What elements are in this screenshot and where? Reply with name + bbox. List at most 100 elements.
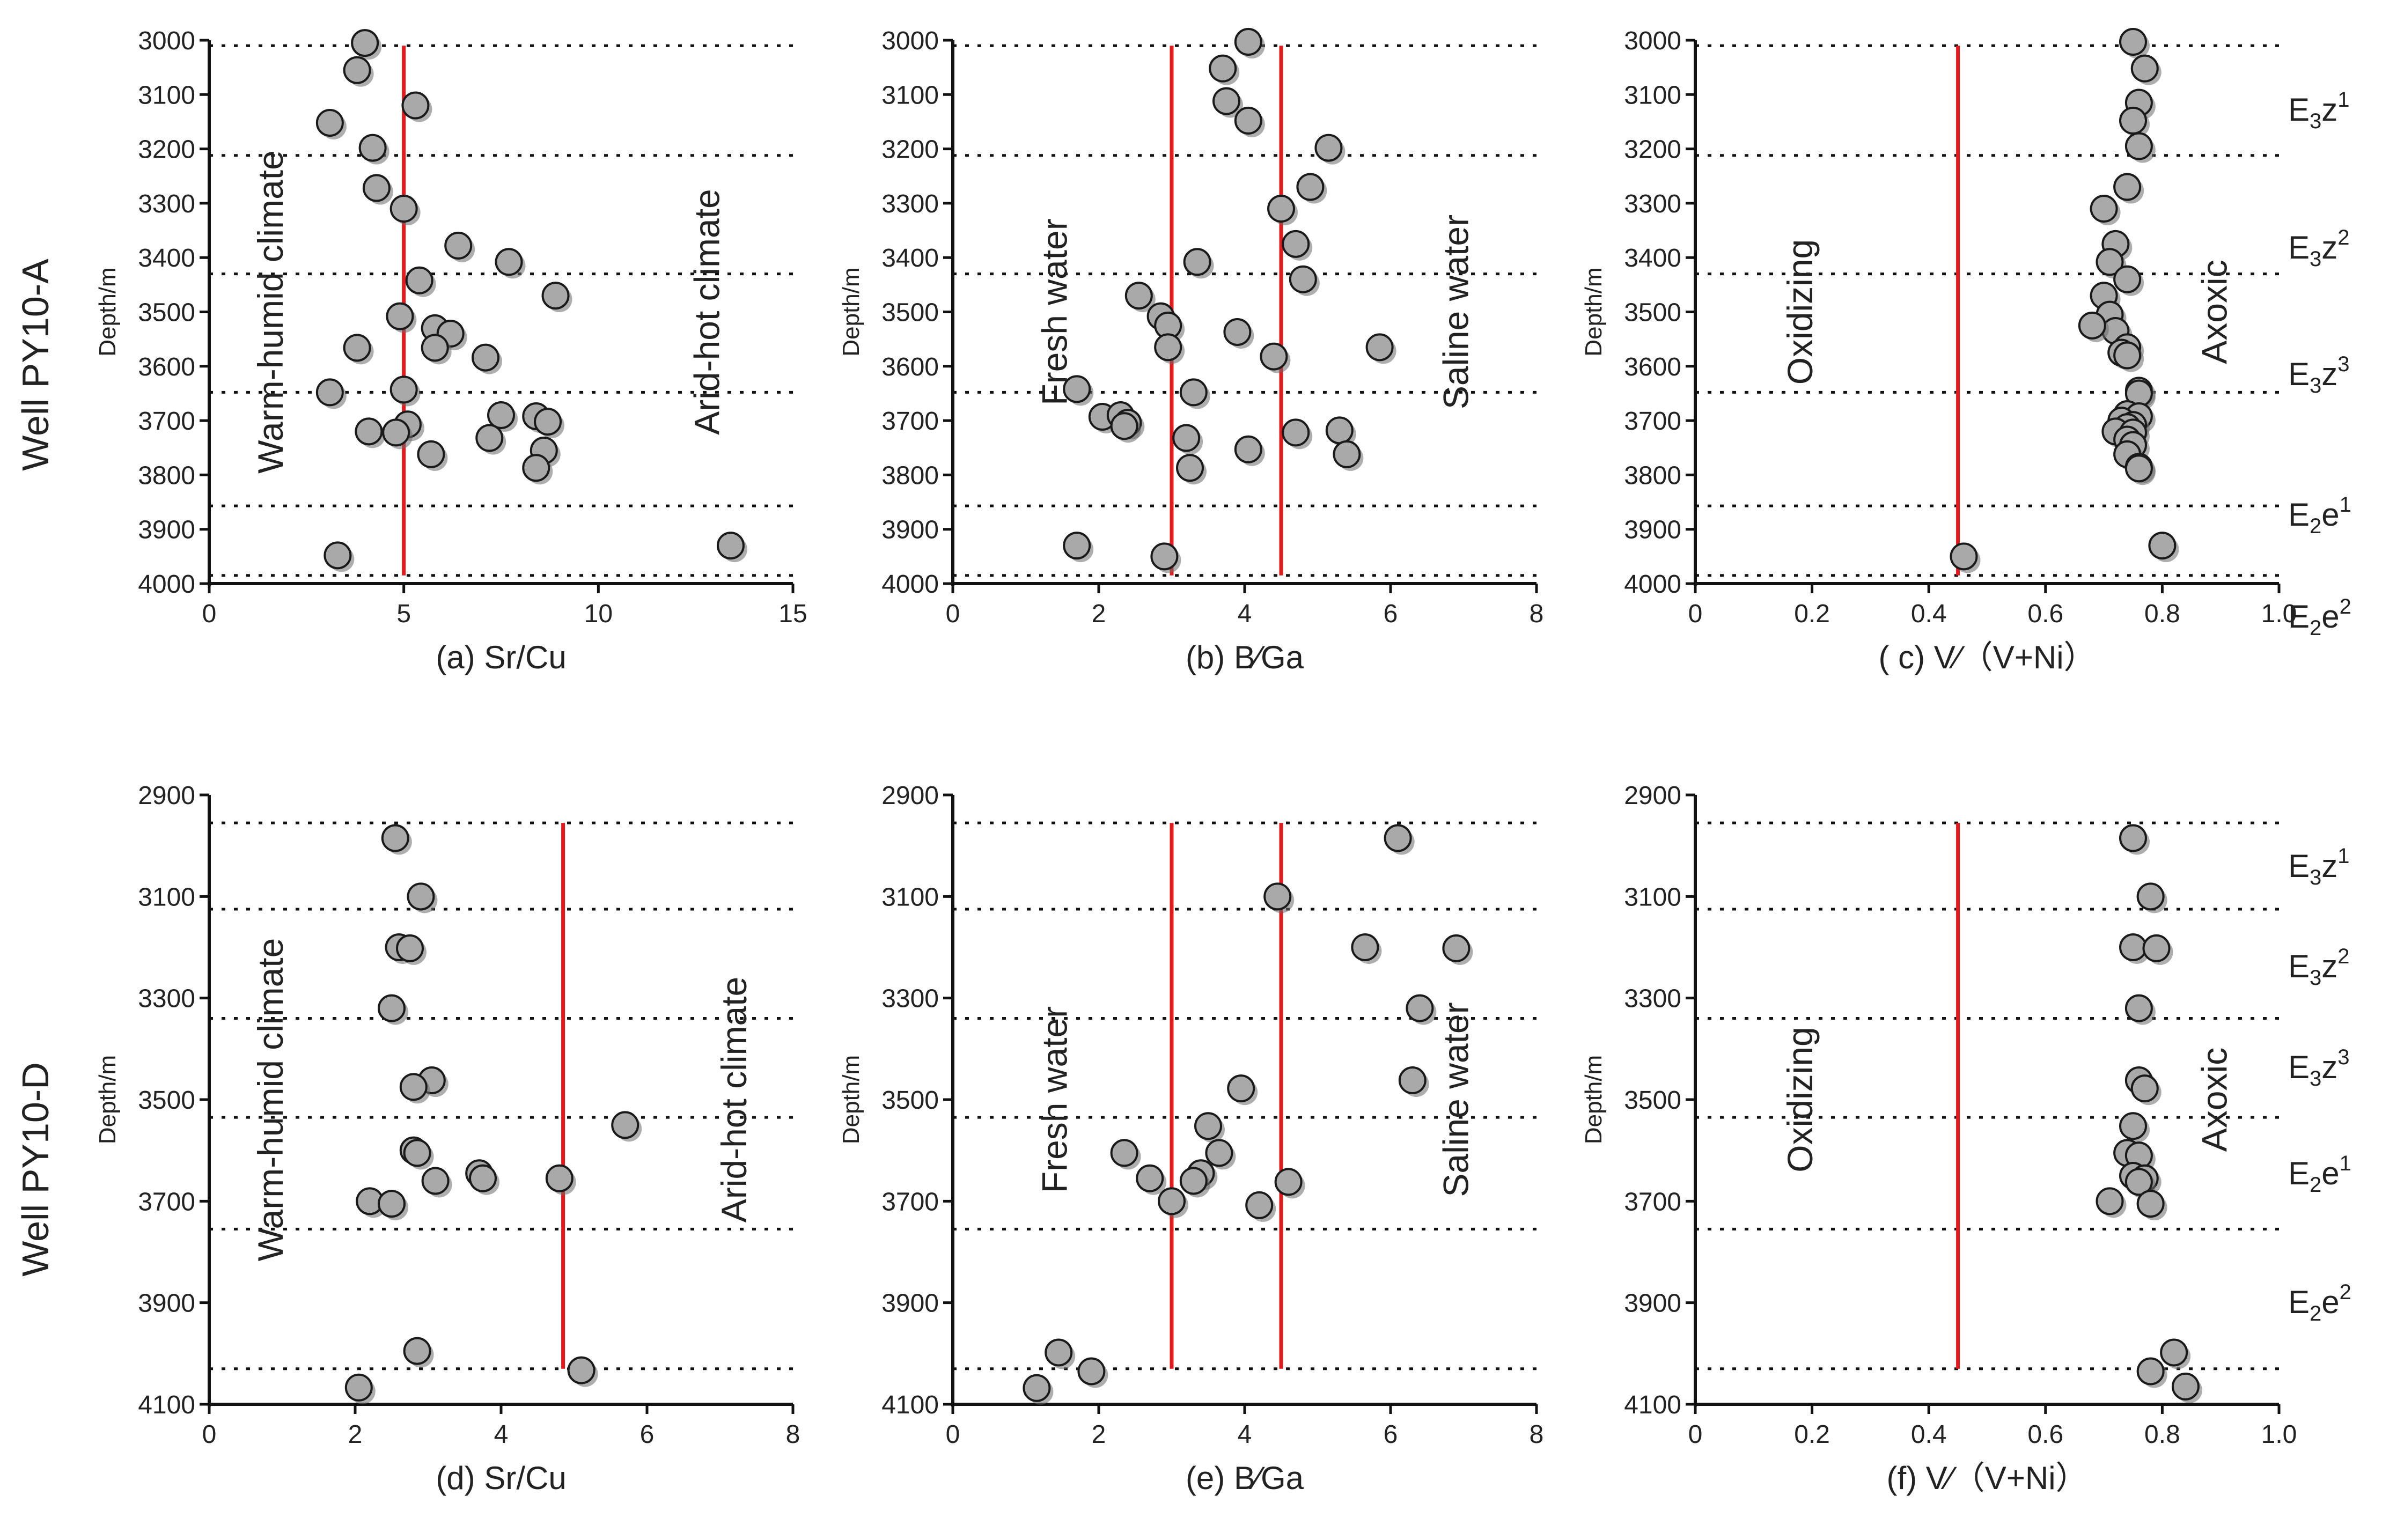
y-tick-label-d-4: 3700	[138, 1188, 195, 1216]
point-c-13	[2078, 311, 2106, 340]
region-label-right-d: Arid-hot climate	[714, 977, 754, 1223]
point-f-1	[2136, 882, 2165, 911]
point-c-4	[2124, 132, 2153, 160]
panel-b: 3000 3100 3200 3300 3400 3500 3600 3700 3800 3900…	[838, 27, 1543, 675]
strata-label-1-1: E3z2	[2288, 945, 2350, 990]
y-tick-label-a-5: 3500	[138, 299, 195, 327]
point-a-16	[471, 343, 499, 372]
point-b-0	[1234, 28, 1262, 56]
y-tick-label-b-5: 3500	[881, 299, 939, 327]
x-tick-label-e-0: 0	[946, 1420, 960, 1449]
point-b-13	[1223, 318, 1252, 346]
point-b-15	[1365, 333, 1394, 362]
x-tick-label-c-2: 0.4	[1911, 600, 1947, 628]
y-tick-label-c-2: 3200	[1624, 136, 1681, 164]
well-label-top: Well PY10-A	[14, 259, 56, 471]
y-tick-label-f-0: 2900	[1624, 782, 1681, 810]
point-f-6	[2130, 1074, 2159, 1103]
point-b-17	[1179, 378, 1208, 407]
y-tick-label-e-6: 4100	[881, 1391, 939, 1419]
point-c-8	[2096, 248, 2124, 276]
point-f-4	[2124, 994, 2153, 1022]
x-tick-label-a-0: 0	[202, 600, 217, 628]
x-tick-label-f-1: 0.2	[1794, 1420, 1830, 1449]
strata-label-0-1: E3z2	[2288, 226, 2350, 271]
x-tick-label-d-4: 8	[786, 1420, 800, 1449]
point-a-23	[355, 417, 383, 446]
y-tick-label-b-3: 3300	[881, 190, 939, 218]
y-tick-label-a-7: 3700	[138, 407, 195, 436]
x-tick-label-c-1: 0.2	[1794, 600, 1830, 628]
strata-label-1-0: E3z1	[2288, 844, 2350, 889]
point-b-16	[1260, 342, 1288, 371]
point-a-9	[405, 266, 433, 294]
x-tick-label-f-0: 0	[1688, 1420, 1703, 1449]
x-axis-label-d: (d) Sr/Cu	[436, 1460, 566, 1496]
point-d-18	[344, 1373, 373, 1402]
point-b-23	[1325, 416, 1354, 445]
y-tick-label-e-4: 3700	[881, 1188, 939, 1216]
point-b-5	[1296, 173, 1325, 201]
x-tick-label-a-2: 10	[584, 600, 613, 628]
point-f-15	[2160, 1338, 2188, 1367]
y-tick-label-a-3: 3300	[138, 190, 195, 218]
point-e-18	[1023, 1374, 1051, 1402]
region-label-right-f: Axoxic	[2194, 1048, 2234, 1152]
point-a-2	[401, 91, 430, 120]
y-tick-label-c-10: 4000	[1624, 570, 1681, 599]
y-tick-label-c-4: 3400	[1624, 244, 1681, 272]
strata-label-1-3: E2e1	[2288, 1152, 2351, 1197]
point-f-2	[2119, 933, 2147, 961]
y-tick-label-b-7: 3700	[881, 407, 939, 436]
y-tick-label-a-6: 3600	[138, 353, 195, 381]
point-b-7	[1282, 230, 1310, 258]
point-a-29	[324, 541, 352, 570]
panel-c: 3000 3100 3200 3300 3400 3500 3600 3700 3800 3900…	[1580, 27, 2297, 675]
point-d-9	[403, 1139, 431, 1167]
point-b-24	[1282, 418, 1310, 447]
x-axis-label-e: (e) B∕Ga	[1186, 1460, 1304, 1496]
point-a-5	[362, 174, 391, 202]
y-tick-label-f-5: 3900	[1624, 1290, 1681, 1318]
point-f-0	[2119, 824, 2147, 852]
y-tick-label-f-4: 3700	[1624, 1188, 1681, 1216]
x-tick-label-f-5: 1.0	[2261, 1420, 2297, 1449]
y-tick-label-e-5: 3900	[881, 1290, 939, 1318]
y-tick-label-b-0: 3000	[881, 27, 939, 55]
point-c-16	[2113, 341, 2142, 370]
y-tick-label-f-1: 3100	[1624, 883, 1681, 911]
y-tick-label-f-3: 3500	[1624, 1086, 1681, 1115]
point-b-28	[1176, 454, 1204, 482]
point-e-3	[1442, 934, 1471, 962]
point-b-29	[1063, 532, 1091, 560]
point-e-1	[1263, 882, 1292, 911]
point-a-21	[534, 408, 562, 436]
y-tick-label-b-8: 3800	[881, 461, 939, 490]
point-a-30	[716, 532, 745, 560]
y-tick-label-d-6: 4100	[138, 1391, 195, 1419]
region-label-left-e: Fresh water	[1034, 1006, 1074, 1193]
point-b-2	[1212, 87, 1240, 115]
point-f-13	[2096, 1187, 2124, 1215]
x-tick-label-e-2: 4	[1238, 1420, 1252, 1449]
x-tick-label-b-3: 6	[1384, 600, 1398, 628]
point-a-28	[522, 454, 550, 482]
point-e-17	[1077, 1357, 1106, 1386]
point-c-30	[2124, 454, 2153, 483]
point-b-9	[1289, 265, 1317, 293]
y-tick-label-c-0: 3000	[1624, 27, 1681, 55]
point-a-10	[541, 282, 570, 310]
strata-labels-bottom: E3z1 E3z2 E3z3 E2e1 E2e2	[2288, 844, 2351, 1325]
x-tick-label-c-0: 0	[1688, 600, 1703, 628]
y-tick-label-d-2: 3300	[138, 985, 195, 1013]
region-label-left-d: Warm-humid climate	[251, 938, 290, 1262]
x-tick-label-f-2: 0.4	[1911, 1420, 1947, 1449]
region-label-left-f: Oxidizing	[1780, 1027, 1820, 1172]
region-label-right-b: Saline water	[1436, 215, 1475, 409]
y-tick-label-c-8: 3800	[1624, 461, 1681, 490]
point-a-15	[343, 334, 371, 362]
y-axis-label-e: Depth/m	[838, 1055, 864, 1144]
point-c-0	[2119, 28, 2147, 56]
